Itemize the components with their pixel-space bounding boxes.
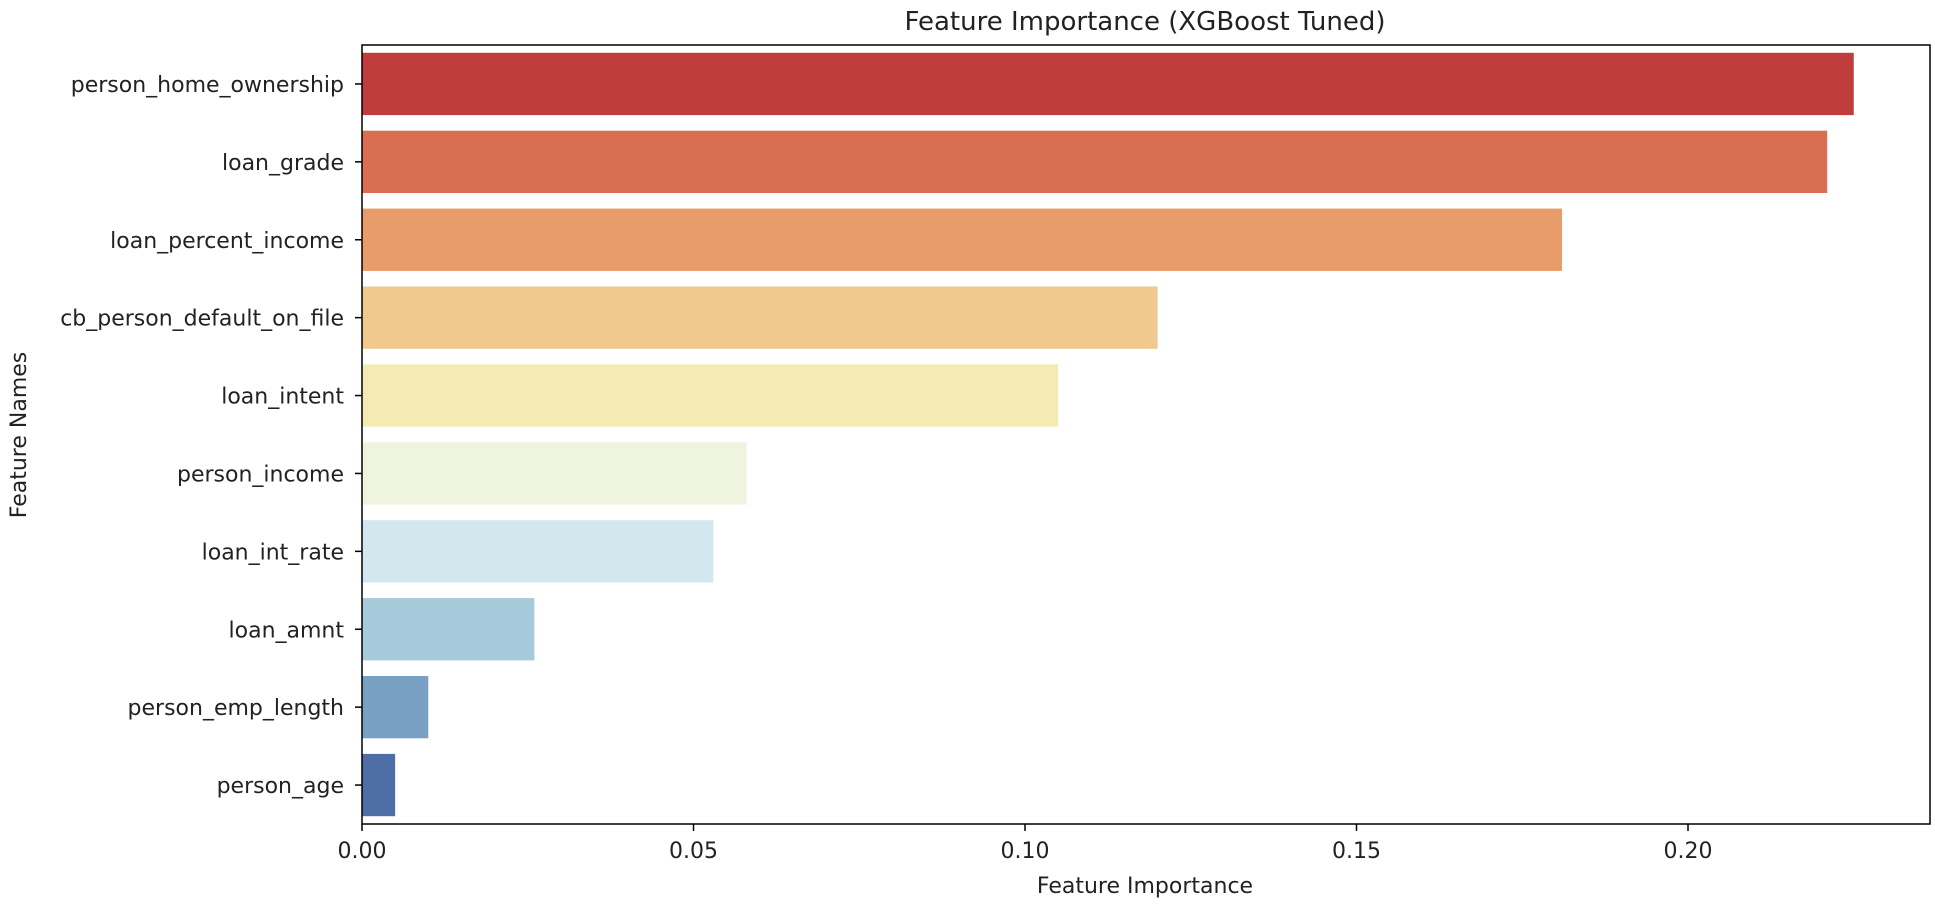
y-tick-label: person_emp_length bbox=[128, 696, 344, 721]
bar-person-home-ownership bbox=[362, 52, 1854, 116]
y-tick-label: loan_percent_income bbox=[110, 229, 344, 254]
y-tick-label: loan_int_rate bbox=[202, 540, 344, 565]
bar-person-emp-length bbox=[362, 675, 429, 739]
x-axis-title: Feature Importance bbox=[1037, 874, 1253, 899]
x-tick-label: 0.20 bbox=[1664, 839, 1713, 864]
axes-group: person_home_ownership loan_grade loan_perc… bbox=[60, 44, 1931, 864]
y-tick-label: person_home_ownership bbox=[71, 73, 344, 98]
y-axis-title: Feature Names bbox=[7, 352, 32, 519]
bar-loan-intent bbox=[362, 364, 1059, 427]
y-tick-label: loan_grade bbox=[222, 151, 344, 176]
bar-person-income bbox=[362, 442, 747, 505]
x-tick-label: 0.10 bbox=[1001, 839, 1050, 864]
y-tick-label: loan_amnt bbox=[229, 618, 345, 643]
x-tick-label: 0.15 bbox=[1332, 839, 1381, 864]
y-tick-label: person_income bbox=[177, 462, 344, 487]
y-tick-label: loan_intent bbox=[221, 385, 344, 410]
plot-frame bbox=[361, 44, 1931, 825]
bar-loan-percent-income bbox=[362, 208, 1563, 271]
y-tick-label: person_age bbox=[217, 774, 344, 799]
bar-loan-grade bbox=[362, 130, 1828, 194]
bars-group bbox=[362, 52, 1854, 817]
bar-cb-person-default-on-file bbox=[362, 286, 1158, 349]
y-tick-label: cb_person_default_on_file bbox=[60, 307, 344, 332]
x-tick-label: 0.05 bbox=[669, 839, 718, 864]
bar-person-age bbox=[362, 753, 396, 817]
bar-loan-int-rate bbox=[362, 520, 714, 583]
chart-title: Feature Importance (XGBoost Tuned) bbox=[904, 7, 1385, 37]
x-tick-label: 0.00 bbox=[338, 839, 387, 864]
bar-loan-amnt bbox=[362, 598, 535, 661]
